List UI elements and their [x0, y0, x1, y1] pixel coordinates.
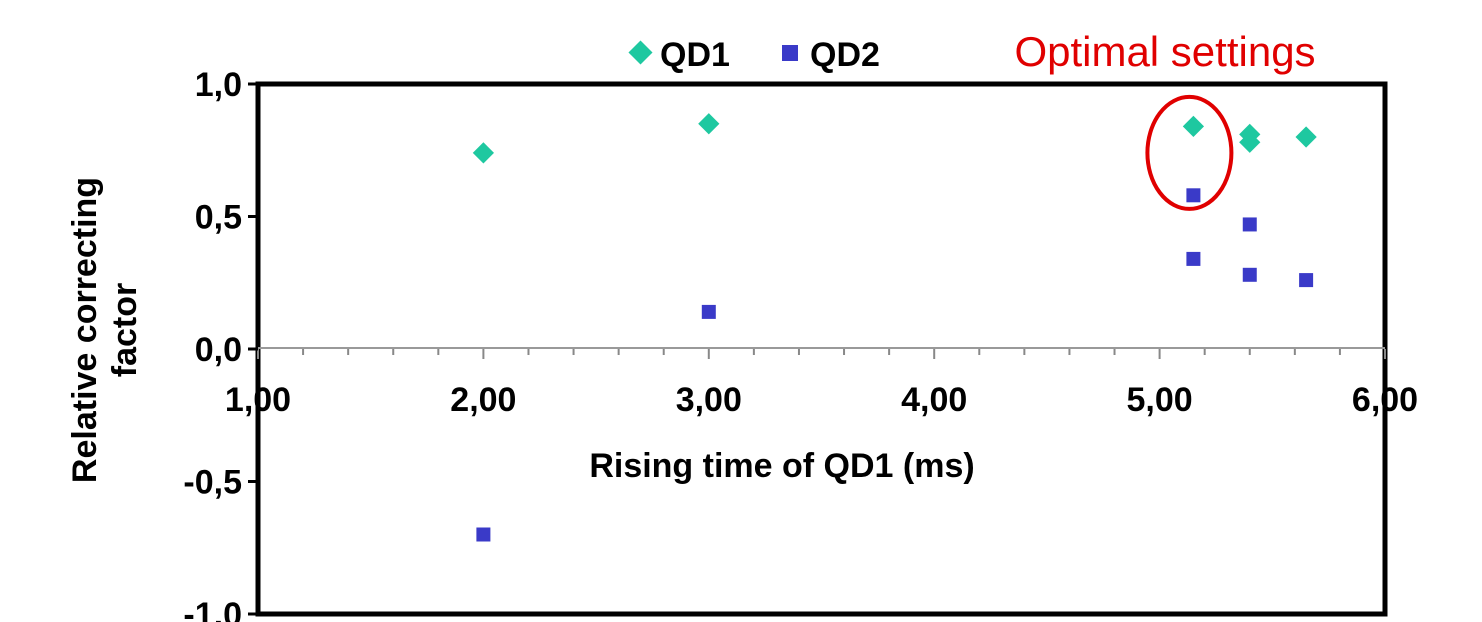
optimal-settings-circle [1145, 94, 1234, 211]
y-tick-label: 0,0 [195, 331, 242, 369]
qd2-point [476, 527, 491, 542]
qd1-point [472, 142, 495, 164]
x-tick-label: 3,00 [676, 381, 742, 419]
qd2-point [1242, 217, 1257, 232]
y-tick-label: 0,5 [195, 199, 242, 237]
x-tick-label: 5,00 [1127, 381, 1193, 419]
y-axis-ticks: 1,0 0,5 0,0 -0,5 -1,0 [183, 66, 258, 622]
qd2-point [1299, 273, 1314, 288]
qd1-point [698, 113, 720, 135]
y-tick-label: 1,0 [195, 66, 242, 104]
x-tick-label: 4,00 [901, 381, 967, 419]
x-tick-label: 1,00 [225, 381, 291, 419]
y-tick-label: -0,5 [183, 464, 242, 502]
x-axis-ticks: 1,00 2,00 3,00 4,00 5,00 6,00 [225, 349, 1418, 419]
optimal-settings-label: Optimal settings [1014, 28, 1315, 75]
x-tick-label: 6,00 [1352, 381, 1418, 419]
legend: QD1 QD2 [628, 36, 880, 74]
legend-qd2-square-icon [782, 45, 798, 61]
legend-qd2-label: QD2 [810, 36, 880, 74]
x-axis-title: Rising time of QD1 (ms) [589, 447, 974, 485]
qd2-point [1186, 251, 1201, 266]
y-tick-label: -1,0 [183, 596, 242, 622]
qd1-point [1295, 126, 1317, 148]
x-tick-label: 2,00 [450, 381, 516, 419]
qd2-point [1186, 188, 1201, 203]
y-axis-title-line2: factor [106, 283, 144, 377]
legend-qd1-diamond-icon [628, 40, 653, 65]
qd2-point [1242, 267, 1257, 282]
legend-qd1-label: QD1 [660, 36, 730, 74]
qd1-point [1182, 115, 1205, 138]
y-axis-title-line1: Relative correcting [66, 177, 104, 483]
qd2-point [701, 304, 716, 319]
